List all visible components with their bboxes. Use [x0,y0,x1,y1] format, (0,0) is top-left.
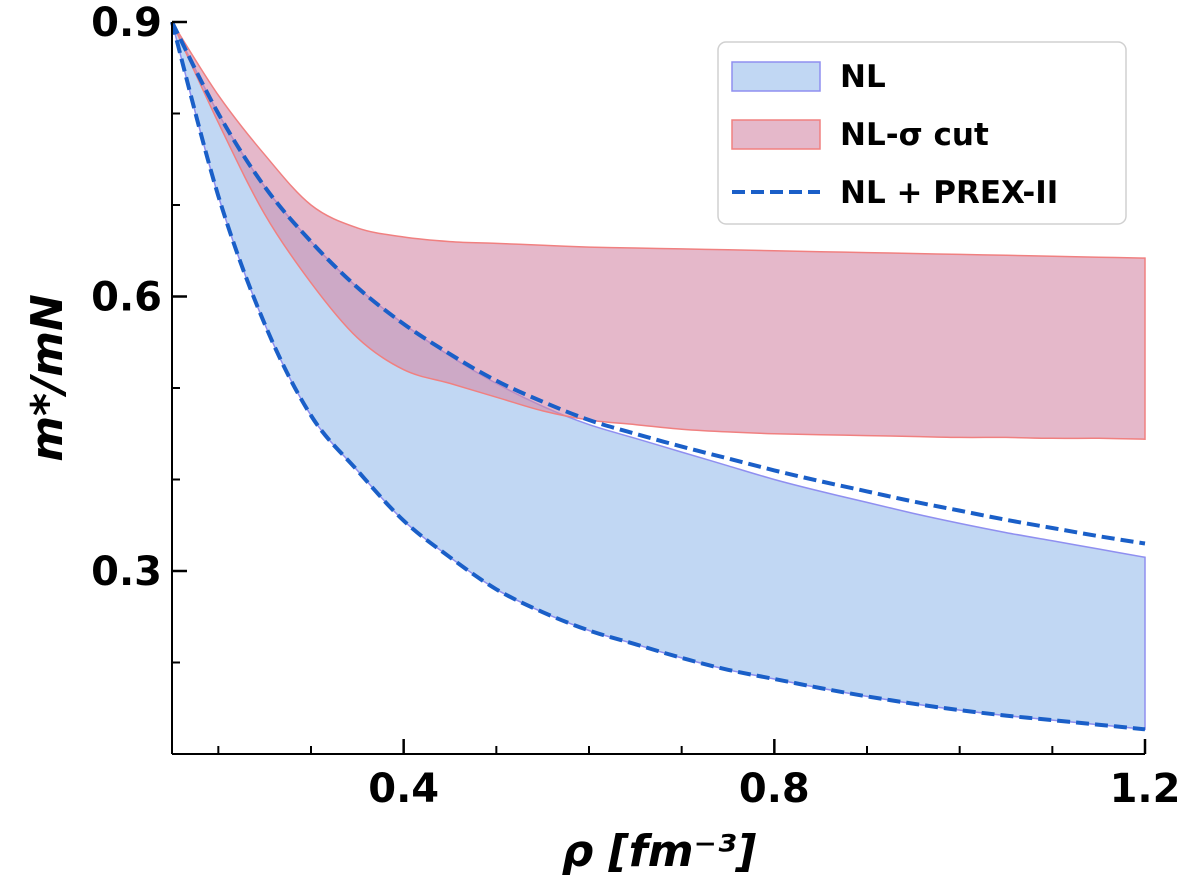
y-tick-label: 0.6 [91,275,162,321]
legend-swatch-nl-cut [731,119,821,150]
y-tick-label: 0.3 [91,549,162,595]
y-axis-title: m*/mN [22,294,73,462]
upper-bound-nl-prex-ii [170,21,1146,546]
axes-layer: 0.4 0.8 1.2 0.3 0.6 0.9 [91,0,1180,812]
x-axis-title: ρ [fm⁻³] [562,826,757,877]
x-tick-label: 1.2 [1110,766,1181,812]
legend-swatch-nl [731,61,821,92]
legend-label-nl-cut: NL-σ cut [840,117,989,153]
x-tick-label: 0.4 [368,766,439,812]
legend-label-nl: NL [840,59,886,95]
y-tick-label: 0.9 [91,0,162,46]
legend: NL NL-σ cut NL + PREX-II [717,41,1127,225]
lines-layer [170,21,1146,732]
legend-label-nl-prex-ii: NL + PREX-II [840,175,1058,211]
lower-bound-nl-prex-ii [170,21,1146,732]
band-nl-cut [171,21,1146,440]
x-tick-label: 0.8 [739,766,810,812]
